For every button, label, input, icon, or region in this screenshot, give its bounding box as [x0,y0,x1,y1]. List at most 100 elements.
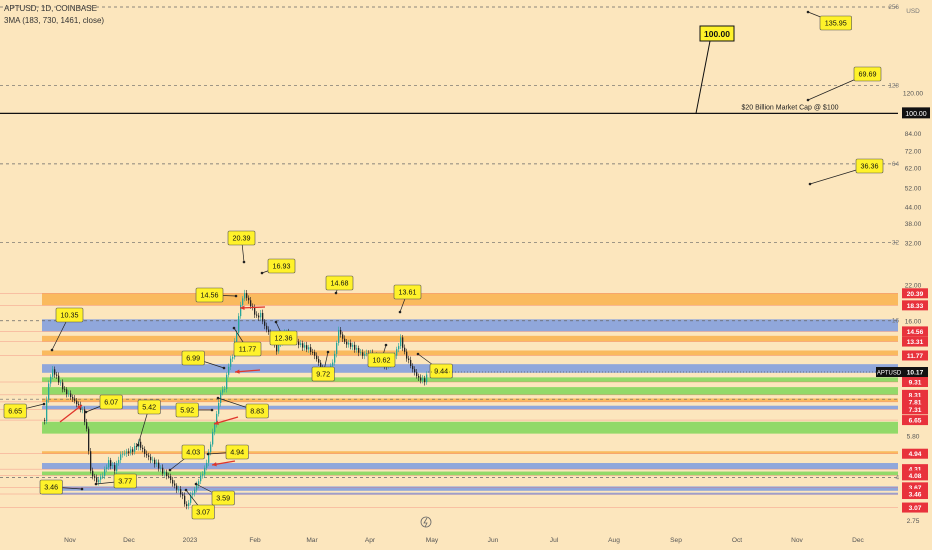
candle-body [300,343,302,345]
annotation-label: 6.99 [186,354,200,363]
candle-body [86,422,88,429]
price-tick-label: 44.00 [905,204,922,211]
candle-body [84,409,86,423]
annotation-box [225,444,249,460]
annotation-anchor [806,98,810,102]
price-tick-label: 16.00 [905,319,922,326]
candle-body [338,329,340,343]
annotation-box [853,66,882,82]
annotation-box [181,444,205,460]
last-price-badge [902,367,928,378]
annotation-label: 20.39 [233,234,251,243]
candle-body [106,467,108,470]
annotation-label: 9.44 [434,367,448,376]
time-tick-label: Sep [670,537,682,544]
candle-body [240,304,242,317]
zone-band [42,350,898,356]
annotation-label: 69.69 [859,70,877,79]
annotation-label: 3.77 [118,477,132,486]
candle-body [348,342,350,345]
candle-body [194,489,196,494]
candle-body [248,297,250,301]
power-level-label: 16 [892,318,900,325]
red-arrow-head-icon [240,305,245,310]
candle-body [60,382,62,384]
annotation-box [39,479,63,495]
annotation-box [269,330,298,346]
time-tick-label: Oct [732,537,742,544]
zone-band [42,335,898,342]
candle-body [264,321,266,326]
candle-body [54,369,56,375]
annotation-anchor [216,396,220,400]
lightning-icon [420,516,432,528]
candle-body [258,315,260,318]
last-price-symbol: APTUSD [877,371,902,377]
price-tick-label: 38.00 [905,221,922,228]
candle-body [108,460,110,468]
candle-body [190,495,192,503]
candle-body [416,372,418,377]
annotation-label: 135.95 [825,19,847,28]
annotation-box [367,352,396,368]
currency-label: USD [906,8,920,15]
candle-body [136,446,138,448]
level-badge-label: 4.31 [909,467,922,474]
levels-layer: $20 Billion Market Cap @ $100 [0,6,898,508]
level-badge [902,350,928,361]
annotation-anchor [206,452,210,456]
annotation-box [311,366,335,382]
candle-body [132,449,134,452]
time-tick-label: 2023 [183,537,198,544]
resistance-note: $20 Billion Market Cap @ $100 [742,104,839,111]
candle-body [232,357,234,359]
candle-body [78,404,80,405]
candle-body [420,377,422,381]
level-badge [902,396,928,407]
candle-body [122,453,124,455]
indicator-legend: 3MA (183, 730, 1461, close) [4,16,105,25]
candle-body [410,360,412,366]
candle-body [230,358,232,367]
power-level-label: 256 [888,4,899,11]
time-tick-label: Feb [249,537,261,544]
time-tick-label: Apr [365,537,376,544]
level-badge-label: 3.46 [909,492,922,499]
price-tick-label: 120.00 [903,91,924,98]
candle-body [186,504,188,507]
time-tick-label: Aug [608,537,620,544]
level-badge [902,389,928,400]
zone-band [42,293,898,306]
annotation-label: 9.72 [316,370,330,379]
annotation-box [819,15,852,31]
candle-body [112,465,114,467]
power-level-label: 128 [888,82,899,89]
candle-body [262,312,264,322]
candle-body [236,332,238,342]
candle-body [408,358,410,361]
annotation-label: 5.92 [180,406,194,415]
candle-body [352,344,354,347]
price-tick-label: 5.80 [907,434,920,441]
annotation-anchor [184,488,188,492]
annotation-anchor [274,320,278,324]
power-level-label: 32 [892,239,900,246]
annotation-label: 3.59 [216,494,230,503]
candle-body [188,502,190,507]
candle-body [200,475,202,482]
level-badge [902,377,928,388]
annotation-anchor [398,310,402,314]
level-badge [902,482,928,493]
candle-body [142,447,144,450]
time-tick-label: Dec [852,537,864,544]
candle-body [128,451,130,453]
annotation-box [137,399,161,415]
candle-body [168,476,170,477]
candle-body [116,463,118,471]
arrows-layer [59,305,266,467]
candle-body [158,462,160,469]
candle-body [110,460,112,467]
candle-body [402,337,404,348]
zone-band [42,451,898,454]
